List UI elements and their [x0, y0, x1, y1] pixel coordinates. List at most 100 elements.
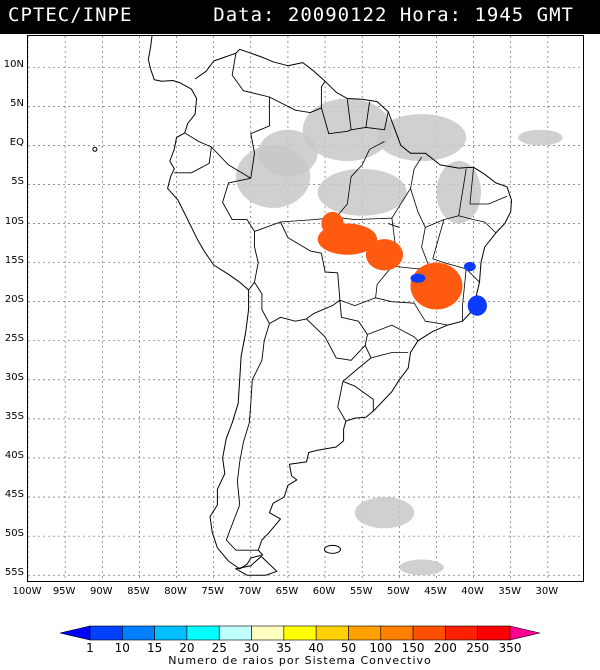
cloud-area — [317, 168, 407, 216]
colorbar-tick-label: 30 — [243, 641, 260, 655]
colorbar-tick-label: 35 — [276, 641, 292, 655]
longitude-tick-label: 65W — [275, 586, 299, 597]
latitude-tick-label: 35S — [4, 410, 24, 422]
cloud-area — [436, 161, 482, 224]
latitude-tick-label: EQ — [9, 137, 24, 149]
coastline — [147, 36, 512, 570]
galapagos-outline — [92, 146, 98, 152]
longitude-tick-label: 90W — [89, 586, 113, 597]
country-border — [342, 380, 374, 412]
country-border — [254, 221, 341, 325]
latitude-tick-label: 5N — [10, 98, 24, 110]
lightning-area — [467, 295, 487, 316]
country-border — [388, 223, 400, 228]
longitude-tick-label: 75W — [201, 586, 224, 597]
country-border — [269, 81, 326, 114]
colorbar-tick-label: 1 — [86, 641, 94, 655]
state-border — [280, 141, 385, 223]
cloud-area — [302, 98, 392, 162]
map-frame[interactable] — [27, 35, 584, 582]
latitude-tick-label: 50S — [4, 528, 24, 540]
state-border — [370, 352, 409, 359]
colorbar-segment — [380, 625, 414, 641]
country-border — [225, 323, 270, 551]
lightning-area — [321, 211, 344, 236]
longitude-tick-label: 55W — [349, 586, 373, 597]
colorbar-tick-label: 15 — [146, 641, 163, 655]
longitude-tick-label: 80W — [164, 586, 187, 597]
latitude-tick-label: 5S — [11, 176, 24, 188]
latitude-tick-label: 25S — [4, 332, 24, 344]
lightning-areas — [317, 211, 487, 316]
cloud-area — [258, 129, 318, 177]
country-border — [365, 111, 389, 131]
colorbar-tick-label: 20 — [179, 641, 195, 655]
state-border — [395, 188, 430, 270]
longitude-tick-label: 40W — [461, 586, 484, 597]
latitude-tick-label: 15S — [4, 254, 24, 266]
colorbar-high-arrow — [509, 625, 541, 641]
latitude-tick-label: 45S — [4, 489, 24, 501]
country-border — [306, 300, 368, 361]
colorbar-tick-label: 50 — [340, 641, 357, 655]
map-canvas[interactable] — [28, 36, 584, 582]
cloud-area — [399, 559, 444, 576]
state-border — [458, 215, 497, 234]
longitude-tick-label: 100W — [12, 586, 42, 597]
colorbar-low-arrow — [59, 625, 91, 641]
date-time-label: Data: 20090122 Hora: 1945 GMT — [213, 4, 574, 26]
country-border — [231, 53, 270, 179]
colorbar-segment — [348, 625, 382, 641]
colorbar-segment — [412, 625, 446, 641]
tierra-del-fuego-outline — [234, 556, 278, 576]
cloud-cover — [235, 98, 563, 576]
colorbar-segment — [251, 625, 285, 641]
longitude-tick-label: 35W — [498, 586, 522, 597]
colorbar-tick-label: 250 — [466, 641, 490, 655]
colorbar-title: Numero de raios por Sistema Convectivo — [168, 654, 432, 667]
latitude-tick-label: 55S — [4, 567, 24, 579]
cloud-area — [377, 114, 467, 162]
country-borders — [174, 53, 400, 551]
longitude-tick-label: 95W — [52, 586, 76, 597]
cloud-area — [518, 129, 563, 146]
colorbar-segment — [477, 625, 511, 641]
colorbar-tick-label: 40 — [308, 641, 324, 655]
country-border — [337, 381, 347, 422]
colorbar-tick-label: 100 — [369, 641, 393, 655]
colorbar-segment — [218, 625, 252, 641]
latitude-tick-label: 40S — [4, 449, 24, 461]
colorbar-segment — [89, 625, 123, 641]
state-border — [462, 268, 467, 322]
state-border — [375, 297, 448, 326]
colorbar — [59, 625, 541, 641]
colorbar-segment — [122, 625, 155, 641]
country-border — [342, 345, 372, 382]
colorbar-tick-label: 350 — [498, 641, 522, 655]
state-border — [425, 168, 467, 228]
colorbar-tick-label: 10 — [114, 641, 130, 655]
longitude-tick-label: 85W — [127, 586, 150, 597]
country-border — [211, 146, 259, 291]
country-border — [320, 101, 371, 135]
latitude-tick-label: 10N — [3, 59, 24, 71]
colorbar-tick-label: 150 — [401, 641, 425, 655]
colorbar-segment — [445, 625, 478, 641]
cloud-area — [354, 497, 415, 529]
colorbar-segment — [154, 625, 188, 641]
grid-lines — [28, 36, 583, 581]
country-border — [174, 132, 212, 174]
state-border — [391, 156, 422, 219]
lightning-area — [365, 239, 404, 271]
latitude-tick-label: 10S — [4, 215, 24, 227]
country-border — [346, 99, 352, 130]
state-border — [367, 324, 419, 342]
colorbar-segment — [283, 625, 317, 641]
longitude-tick-label: 30W — [535, 586, 559, 597]
lightning-area — [463, 261, 476, 272]
agency-title: CPTEC/INPE — [8, 4, 133, 26]
lightning-area — [410, 262, 463, 310]
colorbar-segment — [186, 625, 220, 641]
state-border — [432, 219, 480, 283]
colorbar-tick-label: 25 — [211, 641, 227, 655]
